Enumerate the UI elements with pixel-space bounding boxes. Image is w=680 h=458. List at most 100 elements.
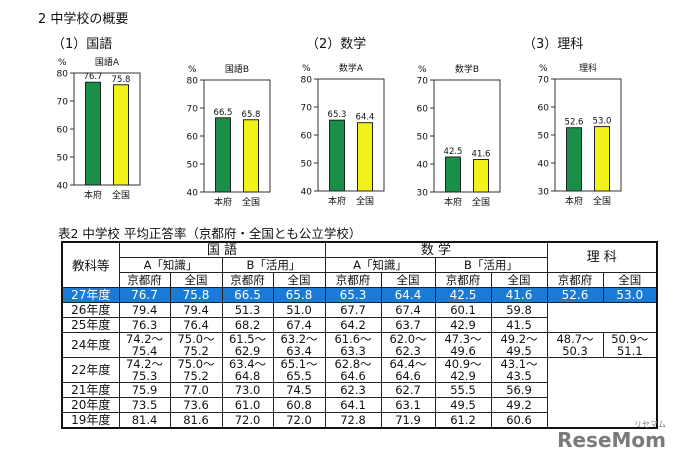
value-line: 65.1～ bbox=[280, 357, 318, 371]
y-tick-label: 40 bbox=[57, 182, 69, 192]
column-header: 全国 bbox=[490, 272, 548, 288]
value-cell: 61.0 bbox=[221, 397, 274, 413]
value-line: 64.6 bbox=[395, 369, 421, 383]
category-label: 全国 bbox=[593, 195, 611, 207]
value-cell: 63.4～ 64.8 bbox=[221, 357, 274, 383]
bar-national bbox=[594, 126, 610, 192]
empty-cell bbox=[546, 357, 658, 429]
value-cell: 43.1～ 43.5 bbox=[490, 357, 548, 383]
y-tick-label: 50 bbox=[417, 133, 429, 143]
value-line: 75.2 bbox=[183, 344, 209, 358]
value-cell: 61.6～ 63.3 bbox=[324, 332, 382, 358]
value-line: 63.3 bbox=[340, 344, 366, 358]
value-cell: 72.0 bbox=[272, 412, 326, 429]
value-line: 49.2～ bbox=[500, 332, 538, 346]
chart-title: 数学B bbox=[455, 63, 479, 75]
y-tick-label: 50 bbox=[57, 154, 69, 164]
value-cell: 76.7 bbox=[118, 287, 171, 303]
bar-national bbox=[113, 84, 129, 186]
value-cell: 56.9 bbox=[490, 382, 548, 398]
column-header: 全国 bbox=[169, 272, 223, 288]
bar-chart-2: 40 50 60 70 80% 国語B 66.5 本府 65.8 全国 bbox=[187, 63, 271, 208]
value-line: 47.3～ bbox=[444, 332, 482, 346]
value-line: 65.5 bbox=[286, 369, 312, 383]
value-line: 63.4～ bbox=[228, 357, 267, 371]
value-line: 40.9～ bbox=[444, 357, 482, 371]
category-label: 全国 bbox=[472, 196, 490, 208]
value-cell: 61.2 bbox=[434, 412, 492, 429]
table-caption: 表2 中学校 平均正答率（京都府・全国とも公立学校） bbox=[58, 226, 362, 241]
value-cell: 49.5 bbox=[434, 397, 492, 413]
section-kokugo: （1）国語 bbox=[52, 37, 113, 52]
chart-title: 数学A bbox=[339, 62, 364, 74]
year-cell: 25年度 bbox=[61, 317, 120, 333]
value-line: 43.1～ bbox=[500, 357, 538, 371]
value-cell: 75.8 bbox=[169, 287, 223, 303]
value-line: 75.4 bbox=[131, 344, 158, 358]
value-cell: 67.4 bbox=[380, 302, 436, 318]
y-tick-label: 70 bbox=[301, 104, 313, 114]
y-tick-label: 70 bbox=[187, 105, 199, 115]
column-header: 全国 bbox=[380, 272, 436, 288]
value-line: 48.7～ bbox=[556, 332, 594, 346]
value-cell: 62.7 bbox=[380, 382, 436, 398]
data-label: 75.8 bbox=[112, 75, 131, 85]
subject-sugaku: 数 学 bbox=[324, 241, 548, 258]
table-row: 24年度 74.2～ 75.4 75.0～ 75.2 61.5～ 62.9 63.2～ 63.4… bbox=[61, 332, 658, 358]
bar-prefecture bbox=[445, 156, 461, 193]
bar-national bbox=[473, 159, 489, 193]
y-tick-label: 40 bbox=[187, 189, 199, 199]
value-line: 61.5～ bbox=[228, 332, 267, 346]
value-cell: 63.1 bbox=[380, 397, 436, 413]
value-line: 50.3 bbox=[562, 344, 588, 358]
resemom-logo: リセマム ReseMom bbox=[557, 420, 666, 452]
value-cell: 74.2～ 75.3 bbox=[118, 357, 171, 383]
category-label: 本府 bbox=[84, 189, 102, 201]
chart-title: 国語B bbox=[225, 63, 249, 75]
bar-prefecture bbox=[329, 119, 345, 192]
value-cell: 77.0 bbox=[169, 382, 223, 398]
category-label: 全国 bbox=[242, 196, 260, 208]
value-cell: 81.6 bbox=[169, 412, 223, 429]
column-header: 京都府 bbox=[221, 272, 274, 288]
value-line: 62.0～ bbox=[389, 332, 427, 346]
value-cell: 65.8 bbox=[272, 287, 326, 303]
subject-kokugo: 国 語 bbox=[118, 241, 326, 258]
value-cell: 59.8 bbox=[490, 302, 548, 318]
value-line: 49.5 bbox=[506, 344, 532, 358]
y-tick-label: 60 bbox=[187, 133, 199, 143]
value-cell: 49.2 bbox=[490, 397, 548, 413]
value-cell: 64.1 bbox=[324, 397, 382, 413]
category-label: 本府 bbox=[214, 196, 232, 208]
value-cell: 72.0 bbox=[221, 412, 274, 429]
value-cell: 64.4～ 64.6 bbox=[380, 357, 436, 383]
value-cell: 42.5 bbox=[434, 287, 492, 303]
value-line: 63.4 bbox=[286, 344, 312, 358]
column-header: 京都府 bbox=[434, 272, 492, 288]
data-label: 76.7 bbox=[84, 72, 103, 82]
category-label: 本府 bbox=[444, 196, 462, 208]
bar-chart-1: 40 50 60 70 80% 国語A 76.7 本府 75.8 全国 bbox=[57, 56, 141, 201]
value-cell: 55.5 bbox=[434, 382, 492, 398]
year-cell: 27年度 bbox=[61, 287, 120, 303]
plot-frame bbox=[203, 79, 271, 193]
value-cell: 75.0～ 75.2 bbox=[169, 332, 223, 358]
column-header: 全国 bbox=[602, 272, 658, 288]
value-cell: 52.6 bbox=[546, 287, 604, 303]
value-cell: 60.1 bbox=[434, 302, 492, 318]
part-sugaku-a: A「知識」 bbox=[324, 257, 436, 273]
value-cell: 68.2 bbox=[221, 317, 274, 333]
y-tick-label: 40 bbox=[301, 188, 313, 198]
column-header: 京都府 bbox=[118, 272, 171, 288]
bar-chart-4: 30 40 50 60 70% 数学B 42.5 本府 41.6 全国 bbox=[417, 63, 501, 208]
value-line: 49.6 bbox=[450, 344, 476, 358]
y-tick-label: 50 bbox=[301, 160, 313, 170]
column-header: 全国 bbox=[272, 272, 326, 288]
bar-national bbox=[243, 119, 259, 193]
y-tick-label: 30 bbox=[538, 188, 550, 198]
value-cell: 73.5 bbox=[118, 397, 171, 413]
bar-prefecture bbox=[215, 117, 231, 193]
data-label: 41.6 bbox=[472, 150, 491, 160]
table-row: 27年度 76.7 75.8 66.5 65.8 65.3 64.4 42.5 41.6 52.6… bbox=[61, 287, 658, 303]
bar-prefecture bbox=[566, 127, 582, 192]
